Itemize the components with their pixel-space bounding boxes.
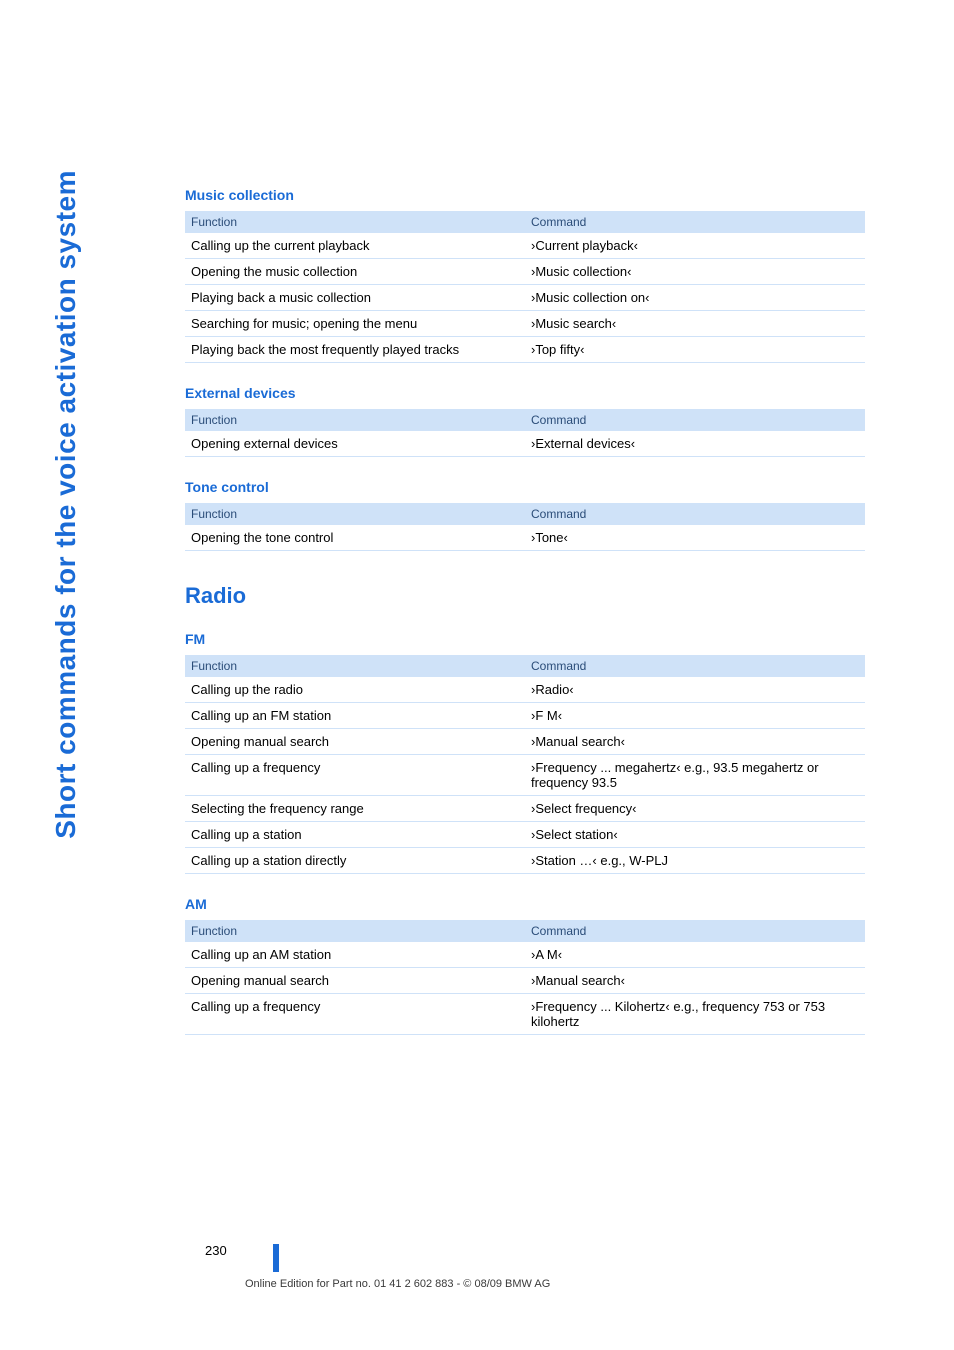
table-row: Calling up an AM station›A M‹: [185, 942, 865, 968]
command-table: FunctionCommandCalling up the current pl…: [185, 211, 865, 363]
cell-command: ›External devices‹: [525, 431, 865, 457]
table-row: Calling up the radio›Radio‹: [185, 677, 865, 703]
table-row: Searching for music; opening the menu›Mu…: [185, 311, 865, 337]
cell-command: ›A M‹: [525, 942, 865, 968]
side-vertical-label: Short commands for the voice activation …: [50, 170, 82, 839]
cell-function: Searching for music; opening the menu: [185, 311, 525, 337]
cell-function: Calling up a station directly: [185, 848, 525, 874]
column-header-command: Command: [525, 920, 865, 942]
table-row: Calling up a station›Select station‹: [185, 822, 865, 848]
command-table: FunctionCommandCalling up an AM station›…: [185, 920, 865, 1035]
table-row: Opening external devices›External device…: [185, 431, 865, 457]
table-row: Calling up a frequency›Frequency ... Kil…: [185, 994, 865, 1035]
cell-command: ›Manual search‹: [525, 968, 865, 994]
cell-command: ›Radio‹: [525, 677, 865, 703]
cell-command: ›Frequency ... megahertz‹ e.g., 93.5 meg…: [525, 755, 865, 796]
page-footer: 230 Online Edition for Part no. 01 41 2 …: [185, 1242, 865, 1290]
cell-function: Calling up an FM station: [185, 703, 525, 729]
cell-function: Playing back a music collection: [185, 285, 525, 311]
table-row: Calling up a frequency›Frequency ... meg…: [185, 755, 865, 796]
subsection-heading: FM: [185, 631, 865, 647]
table-row: Opening manual search›Manual search‹: [185, 729, 865, 755]
column-header-function: Function: [185, 920, 525, 942]
section-heading: Radio: [185, 583, 865, 609]
cell-function: Calling up the current playback: [185, 233, 525, 259]
footnote-text: Online Edition for Part no. 01 41 2 602 …: [245, 1278, 865, 1290]
main-content: Music collectionFunctionCommandCalling u…: [185, 165, 865, 1035]
cell-command: ›Tone‹: [525, 525, 865, 551]
cell-command: ›Frequency ... Kilohertz‹ e.g., frequenc…: [525, 994, 865, 1035]
cell-function: Calling up a frequency: [185, 994, 525, 1035]
cell-command: ›Music search‹: [525, 311, 865, 337]
subsection-heading: External devices: [185, 385, 865, 401]
cell-command: ›Select station‹: [525, 822, 865, 848]
subsection-heading: Music collection: [185, 187, 865, 203]
table-row: Calling up the current playback›Current …: [185, 233, 865, 259]
table-row: Playing back a music collection›Music co…: [185, 285, 865, 311]
cell-function: Selecting the frequency range: [185, 796, 525, 822]
cell-command: ›Station …‹ e.g., W-PLJ: [525, 848, 865, 874]
column-header-command: Command: [525, 409, 865, 431]
command-table: FunctionCommandCalling up the radio›Radi…: [185, 655, 865, 874]
cell-command: ›Music collection on‹: [525, 285, 865, 311]
table-row: Opening the tone control›Tone‹: [185, 525, 865, 551]
column-header-function: Function: [185, 409, 525, 431]
cell-function: Opening the music collection: [185, 259, 525, 285]
cell-function: Opening the tone control: [185, 525, 525, 551]
column-header-function: Function: [185, 211, 525, 233]
footer-bar: [273, 1244, 279, 1272]
cell-command: ›F M‹: [525, 703, 865, 729]
cell-function: Playing back the most frequently played …: [185, 337, 525, 363]
table-row: Playing back the most frequently played …: [185, 337, 865, 363]
cell-command: ›Music collection‹: [525, 259, 865, 285]
table-row: Opening the music collection›Music colle…: [185, 259, 865, 285]
cell-function: Opening manual search: [185, 968, 525, 994]
page-number: 230: [205, 1243, 227, 1258]
cell-function: Opening external devices: [185, 431, 525, 457]
cell-function: Calling up a frequency: [185, 755, 525, 796]
command-table: FunctionCommandOpening external devices›…: [185, 409, 865, 457]
cell-function: Calling up a station: [185, 822, 525, 848]
table-row: Selecting the frequency range›Select fre…: [185, 796, 865, 822]
subsection-heading: AM: [185, 896, 865, 912]
table-row: Calling up an FM station›F M‹: [185, 703, 865, 729]
column-header-function: Function: [185, 503, 525, 525]
cell-function: Calling up an AM station: [185, 942, 525, 968]
table-row: Calling up a station directly›Station …‹…: [185, 848, 865, 874]
cell-command: ›Manual search‹: [525, 729, 865, 755]
cell-function: Calling up the radio: [185, 677, 525, 703]
cell-function: Opening manual search: [185, 729, 525, 755]
column-header-command: Command: [525, 211, 865, 233]
command-table: FunctionCommandOpening the tone control›…: [185, 503, 865, 551]
cell-command: ›Top fifty‹: [525, 337, 865, 363]
column-header-function: Function: [185, 655, 525, 677]
table-row: Opening manual search›Manual search‹: [185, 968, 865, 994]
column-header-command: Command: [525, 503, 865, 525]
cell-command: ›Select frequency‹: [525, 796, 865, 822]
subsection-heading: Tone control: [185, 479, 865, 495]
column-header-command: Command: [525, 655, 865, 677]
cell-command: ›Current playback‹: [525, 233, 865, 259]
